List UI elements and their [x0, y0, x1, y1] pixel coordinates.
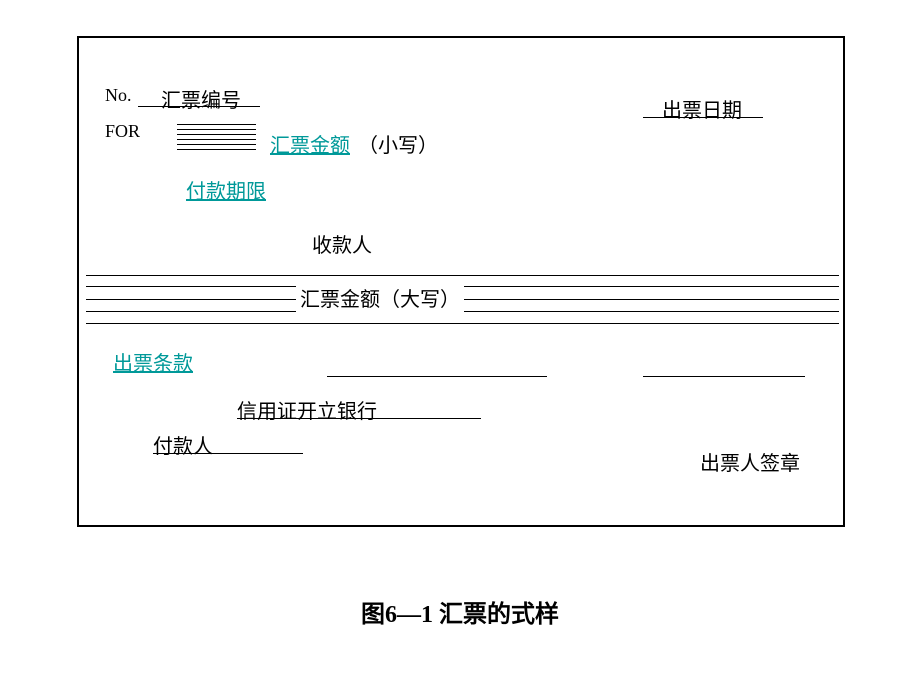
for-multi-lines	[177, 124, 256, 150]
issue-date-underline	[643, 117, 763, 118]
for-label: FOR	[105, 121, 140, 142]
terms-underline-1	[327, 376, 547, 377]
bill-amount-link[interactable]: 汇票金额	[270, 129, 350, 158]
bill-amount-caps-text: 汇票金额（大写）	[296, 283, 464, 312]
lc-bank-underline	[237, 418, 481, 419]
terms-underline-2	[643, 376, 805, 377]
bill-number-text: 汇票编号	[161, 84, 241, 113]
small-write-text: （小写）	[358, 129, 438, 158]
payment-deadline-link[interactable]: 付款期限	[186, 175, 266, 204]
payee-text: 收款人	[312, 229, 372, 258]
amount-line-5	[86, 323, 839, 324]
payer-underline	[153, 453, 303, 454]
figure-caption: 图6—1 汇票的式样	[0, 594, 920, 629]
payer-text: 付款人	[153, 430, 213, 459]
drawer-signature-text: 出票人签章	[700, 447, 800, 476]
issue-date-text: 出票日期	[662, 94, 742, 123]
amount-line-1	[86, 275, 839, 276]
no-label: No.	[105, 85, 132, 106]
lc-bank-text: 信用证开立银行	[237, 395, 377, 424]
issue-terms-link[interactable]: 出票条款	[113, 347, 193, 376]
